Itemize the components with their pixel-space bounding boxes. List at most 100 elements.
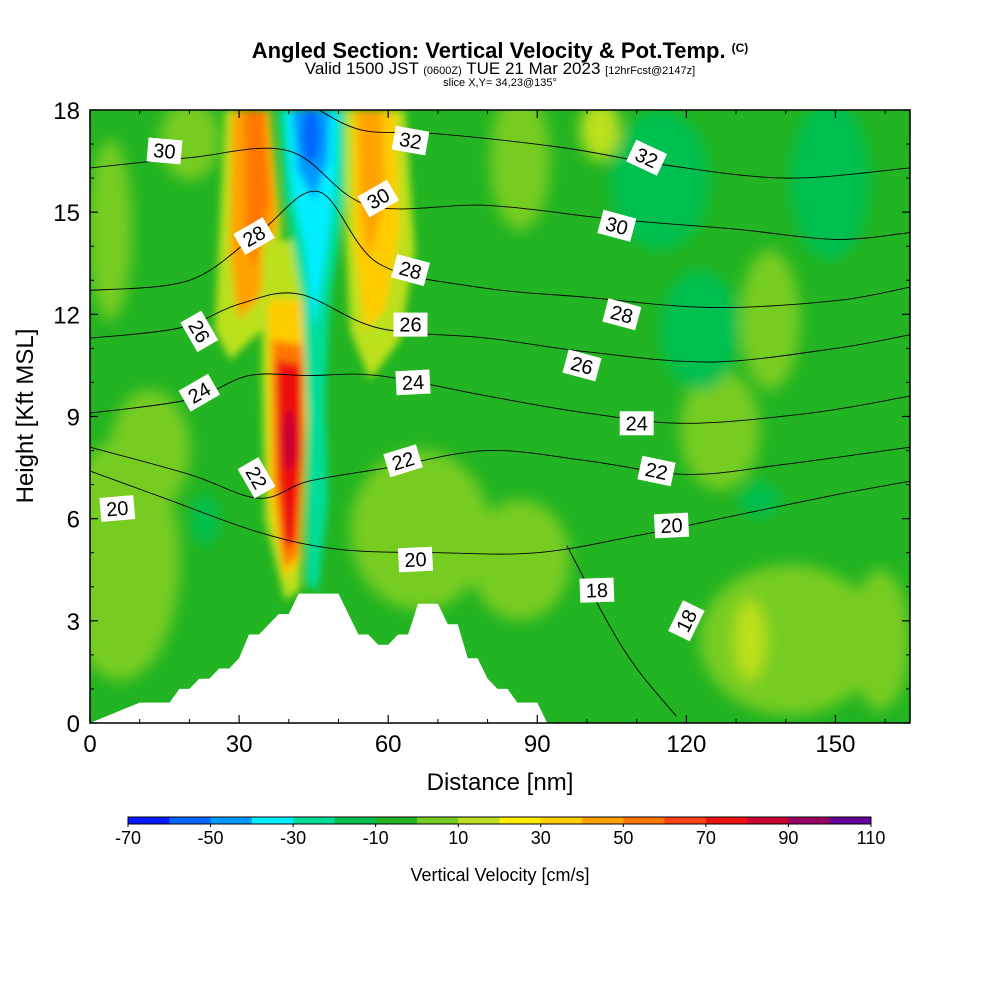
contour-label-24: 24 bbox=[395, 369, 431, 396]
contour-label-20: 20 bbox=[99, 495, 136, 522]
chart-subtitle: Valid 1500 JST (0600Z) TUE 21 Mar 2023 [… bbox=[0, 60, 1000, 80]
patch-far-east bbox=[850, 570, 910, 710]
contour-label-26: 26 bbox=[393, 312, 428, 337]
contour-label-text: 32 bbox=[397, 129, 423, 155]
patch-small-green bbox=[740, 482, 780, 518]
contour-label-box bbox=[383, 444, 423, 478]
colorbar-swatch bbox=[210, 817, 253, 824]
contour-label-box bbox=[180, 310, 219, 353]
contour-label-box bbox=[619, 411, 654, 436]
theta-contour-22 bbox=[90, 446, 910, 499]
chart-title: Angled Section: Vertical Velocity & Pot.… bbox=[0, 36, 1000, 63]
patch-west-high bbox=[90, 140, 132, 320]
contour-label-text: 20 bbox=[404, 549, 427, 572]
patch-central-low bbox=[350, 450, 490, 610]
theta-contour-26 bbox=[90, 292, 910, 363]
y-axis-label: Height [Kft MSL] bbox=[12, 329, 39, 504]
colorbar-swatch bbox=[169, 817, 212, 824]
contour-label-box bbox=[393, 312, 428, 337]
theta-contour-20 bbox=[90, 470, 910, 555]
colorbar-swatch bbox=[582, 817, 624, 824]
contour-label-box bbox=[626, 139, 668, 176]
theta-contour-30 bbox=[90, 147, 910, 240]
colorbar-tick-label: 70 bbox=[696, 828, 716, 848]
colorbar-tick-label: 110 bbox=[857, 828, 886, 848]
contour-label-18: 18 bbox=[579, 577, 615, 603]
velocity-field bbox=[90, 110, 910, 723]
y-tick-label: 18 bbox=[53, 98, 80, 125]
x-axis: 0 30 60 90 120 150 bbox=[83, 110, 886, 758]
colorbar-swatch bbox=[499, 817, 542, 824]
colorbar-tick-label: -70 bbox=[115, 828, 141, 848]
theta-contour-32 bbox=[318, 110, 910, 179]
contour-label-22: 22 bbox=[637, 455, 676, 487]
contour-label-30: 30 bbox=[146, 137, 183, 165]
patch-mid-east bbox=[680, 370, 760, 490]
contour-label-box bbox=[637, 455, 676, 487]
x-tick-label: 0 bbox=[83, 731, 96, 758]
patch-mid-green bbox=[660, 270, 740, 390]
colorbar-swatch bbox=[458, 817, 500, 824]
colorbar-swatch bbox=[705, 817, 748, 824]
contour-label-text: 24 bbox=[401, 372, 424, 395]
x-tick-label: 120 bbox=[666, 731, 706, 758]
colorbar-swatch bbox=[375, 817, 418, 824]
theta-contours bbox=[90, 110, 910, 717]
colorbar-title: Vertical Velocity [cm/s] bbox=[410, 865, 589, 885]
contour-label-box bbox=[562, 349, 602, 382]
colorbar: -70 -50 -30 -10 10 30 50 70 90 110 bbox=[115, 816, 886, 848]
colorbar-swatch bbox=[788, 817, 831, 824]
x-tick-label: 60 bbox=[375, 731, 402, 758]
patch-top-yellow bbox=[580, 110, 620, 160]
colorbar-swatch bbox=[829, 817, 872, 824]
contour-label-box bbox=[397, 546, 434, 573]
contour-label-box bbox=[233, 217, 275, 255]
colorbar-tick-label: 30 bbox=[531, 828, 551, 848]
contour-label-box bbox=[395, 369, 431, 396]
patch-east-upper bbox=[740, 250, 800, 390]
colorbar-swatch bbox=[623, 817, 666, 824]
contour-label-text: 20 bbox=[660, 515, 683, 538]
colorbar-tick-label: -30 bbox=[280, 828, 306, 848]
contour-label-24: 24 bbox=[619, 411, 654, 436]
contour-label-box bbox=[99, 495, 136, 522]
y-tick-label: 9 bbox=[67, 405, 80, 432]
contour-label-box bbox=[390, 254, 431, 287]
y-tick-label: 3 bbox=[67, 609, 80, 636]
theta-contour-18 bbox=[566, 545, 677, 717]
y-tick-label: 15 bbox=[53, 200, 80, 227]
contour-label-text: 24 bbox=[626, 413, 648, 435]
colorbar-swatch bbox=[293, 817, 335, 824]
contour-label-box bbox=[178, 373, 221, 412]
contour-label-text: 26 bbox=[399, 315, 421, 337]
terrain bbox=[90, 593, 910, 723]
x-tick-label: 150 bbox=[815, 731, 855, 758]
y-axis: 0 3 6 9 12 15 18 bbox=[53, 98, 910, 738]
contour-label-box bbox=[146, 137, 183, 165]
contour-label-text: 30 bbox=[152, 140, 176, 164]
y-tick-label: 0 bbox=[67, 711, 80, 738]
colorbar-frame bbox=[127, 816, 872, 825]
patch-east-yellow bbox=[734, 600, 766, 680]
colorbar-swatch bbox=[540, 817, 583, 824]
subtitle-main: Valid 1500 JST bbox=[304, 59, 419, 78]
contour-label-text: 20 bbox=[105, 498, 129, 522]
contour-label-30: 30 bbox=[597, 209, 637, 242]
contour-label-box bbox=[597, 209, 637, 242]
patch-top-far-green bbox=[790, 110, 870, 260]
colorbar-tick-label: -50 bbox=[198, 828, 224, 848]
contour-label-20: 20 bbox=[397, 546, 434, 573]
colorbar-tick-label: -10 bbox=[363, 828, 389, 848]
contour-label-text: 22 bbox=[643, 459, 669, 485]
colorbar-swatch bbox=[416, 817, 459, 824]
updraft-peak bbox=[281, 410, 297, 470]
x-tick-label: 30 bbox=[226, 731, 253, 758]
subtitle-utc: (0600Z) bbox=[423, 65, 462, 77]
y-tick-label: 6 bbox=[67, 507, 80, 534]
patch-top-center bbox=[490, 110, 550, 230]
colorbar-swatch bbox=[251, 817, 294, 824]
subtitle-forecast: [12hrFcst@2147z] bbox=[605, 65, 696, 77]
downdraft-core bbox=[302, 110, 320, 163]
x-axis-label: Distance [nm] bbox=[427, 769, 574, 796]
